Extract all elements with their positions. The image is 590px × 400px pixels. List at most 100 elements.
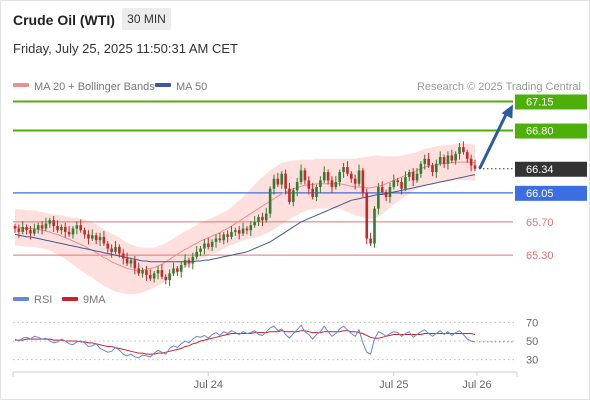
timeframe-badge-bg[interactable]	[122, 8, 171, 30]
candle	[384, 189, 388, 202]
time-tick-label-1: Jul 25	[379, 379, 408, 391]
forecast-arrow-layer	[478, 104, 513, 170]
timeframe-badge[interactable]: 30 MIN	[127, 12, 166, 26]
candle	[276, 172, 280, 188]
candle	[137, 262, 140, 276]
candle	[118, 244, 121, 258]
candle	[357, 164, 361, 187]
candle	[87, 230, 90, 245]
candle	[377, 182, 380, 215]
candle	[133, 255, 137, 275]
candle	[160, 264, 164, 280]
timestamp: Friday, July 25, 2025 11:50:31 AM CET	[13, 41, 238, 56]
level-badge-3	[515, 185, 587, 201]
bollinger-band-layer	[15, 143, 475, 295]
candle	[110, 244, 113, 258]
candle	[94, 232, 98, 245]
candle	[415, 167, 419, 183]
candle	[56, 220, 59, 233]
candle	[75, 221, 79, 235]
level-badge-2	[515, 161, 587, 177]
candle	[52, 216, 55, 232]
candle	[67, 226, 71, 237]
candle	[195, 246, 198, 260]
candle	[164, 274, 168, 285]
candle	[284, 169, 287, 195]
candle	[60, 224, 63, 235]
candle	[79, 219, 83, 233]
rsi-tick-label-0: 70	[526, 317, 538, 329]
candle	[423, 154, 427, 170]
candle	[172, 262, 175, 276]
legend-ma50-label: MA 50	[176, 81, 207, 93]
candle	[454, 151, 457, 165]
candle	[156, 265, 160, 280]
rsi-9ma-line	[15, 330, 476, 355]
candle	[326, 169, 330, 185]
candle	[369, 232, 372, 247]
rsi-tick-label-1: 50	[526, 336, 538, 348]
candle	[230, 226, 233, 240]
candle	[13, 223, 17, 233]
forecast-arrow-head	[501, 104, 513, 119]
legend-swatch-9ma	[62, 297, 78, 301]
candle	[404, 171, 407, 192]
candle	[315, 184, 318, 202]
candle	[44, 217, 48, 232]
candle	[17, 224, 21, 238]
level-label-0: 67.15	[526, 96, 554, 108]
candle	[25, 224, 28, 235]
credit-text: Research © 2025 Trading Central	[417, 81, 581, 93]
candle	[346, 161, 349, 177]
level-label-4: 65.70	[526, 217, 554, 229]
candle	[71, 226, 75, 239]
candle	[210, 239, 214, 251]
legend-rsi-label: RSI	[34, 294, 52, 306]
rsi-panel: 70 50 30	[13, 317, 538, 367]
candle	[199, 246, 202, 256]
rsi-line	[14, 324, 476, 359]
candle	[311, 182, 314, 200]
candle	[222, 231, 226, 245]
candle	[350, 171, 353, 183]
candle	[183, 254, 187, 268]
candle	[121, 249, 125, 265]
candle	[176, 265, 179, 276]
candle	[257, 214, 260, 227]
candle	[411, 167, 415, 187]
candle	[373, 206, 376, 248]
candle	[191, 252, 195, 270]
price-labels-layer: 67.15 66.80 66.34 66.05 65.70 65.30	[515, 94, 587, 262]
candle	[168, 269, 171, 286]
candle	[388, 182, 392, 203]
candle	[241, 222, 245, 237]
candle	[114, 241, 117, 255]
candles-layer	[13, 141, 477, 286]
candle	[419, 161, 423, 178]
candle	[303, 167, 307, 185]
candle	[226, 230, 229, 243]
moving-average-layer	[14, 161, 476, 271]
legend-swatch-ma20	[13, 83, 29, 87]
candle	[63, 222, 67, 238]
level-badge-1	[515, 123, 587, 139]
candle	[245, 226, 249, 235]
level-label-2: 66.34	[526, 164, 554, 176]
candle	[338, 169, 342, 187]
candle	[206, 237, 210, 250]
candle	[365, 188, 369, 245]
candle	[319, 176, 322, 193]
candle	[83, 227, 86, 239]
candle	[446, 151, 450, 170]
candle	[102, 231, 106, 247]
rsi-tick-label-2: 30	[526, 355, 538, 367]
ma50-line	[14, 174, 476, 263]
candle	[431, 162, 434, 177]
candle	[442, 154, 446, 168]
candle	[469, 154, 473, 172]
candle	[29, 226, 32, 240]
candle	[458, 143, 461, 160]
legend-ma20-label: MA 20 + Bollinger Bands	[34, 81, 155, 93]
candle	[407, 169, 411, 182]
candle	[299, 164, 303, 185]
